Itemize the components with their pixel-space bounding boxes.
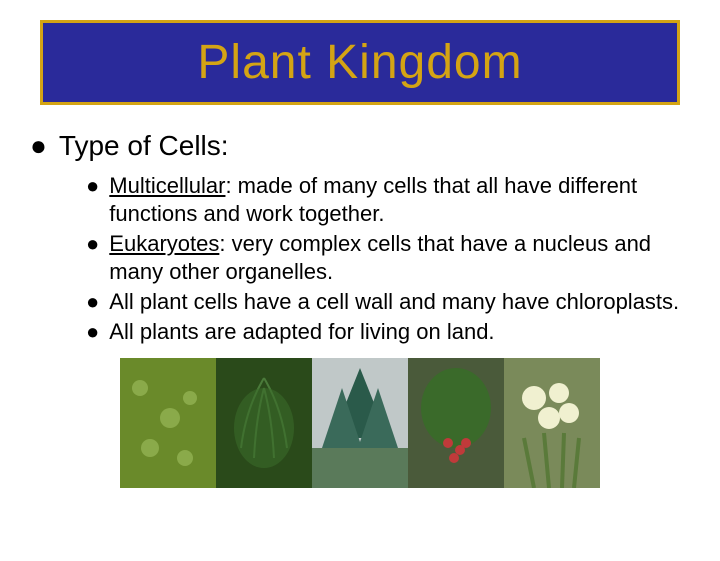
section-heading: Type of Cells: [59, 130, 229, 162]
list-item: ● All plant cells have a cell wall and m… [86, 288, 680, 316]
bullet-icon: ● [86, 230, 99, 258]
list-item: ● All plants are adapted for living on l… [86, 318, 680, 346]
bullet-icon: ● [86, 172, 99, 200]
slide-title: Plant Kingdom [43, 35, 677, 90]
sub-bullet-list: ● Multicellular: made of many cells that… [30, 172, 690, 346]
term: Multicellular [109, 173, 225, 198]
image-strip [0, 358, 720, 488]
plant-image-2 [216, 358, 312, 488]
list-item: ● Eukaryotes: very complex cells that ha… [86, 230, 680, 286]
list-item: ● Multicellular: made of many cells that… [86, 172, 680, 228]
term: Eukaryotes [109, 231, 219, 256]
list-item-text: All plants are adapted for living on lan… [109, 318, 494, 346]
content-area: ● Type of Cells: ● Multicellular: made o… [0, 120, 720, 346]
list-item-text: Multicellular: made of many cells that a… [109, 172, 680, 228]
bullet-icon: ● [86, 318, 99, 346]
plant-image-4 [408, 358, 504, 488]
plant-image-5 [504, 358, 600, 488]
list-item-text: All plant cells have a cell wall and man… [109, 288, 679, 316]
bullet-icon: ● [86, 288, 99, 316]
list-item-text: Eukaryotes: very complex cells that have… [109, 230, 680, 286]
bullet-icon: ● [30, 130, 47, 162]
main-bullet: ● Type of Cells: [30, 130, 690, 162]
plant-image-3 [312, 358, 408, 488]
title-box: Plant Kingdom [40, 20, 680, 105]
plant-image-1 [120, 358, 216, 488]
